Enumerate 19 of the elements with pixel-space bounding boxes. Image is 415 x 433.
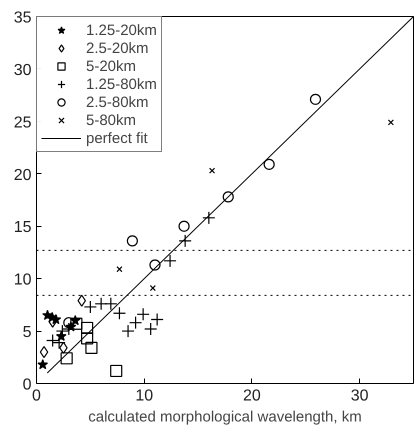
y-tick-label: 30 [14,62,32,79]
x-tick-label: 10 [135,388,154,404]
legend-label: perfect fit [86,129,148,147]
y-tick-label: 10 [14,272,32,289]
legend-label: 2.5-20km [86,39,149,57]
x-tick-label: 30 [350,388,369,404]
y-tick-label: 35 [14,10,32,26]
x-tick-label: 20 [243,388,261,404]
legend-label: 5-80km [86,111,136,129]
legend-label: 2.5-80km [86,93,149,111]
y-tick-label: 25 [14,114,32,132]
legend-label: 1.25-80km [86,75,157,93]
y-tick-label: 5 [22,324,32,342]
legend-label: 5-20km [86,57,136,75]
x-axis-title: calculated morphological wavelength, km [88,408,362,426]
y-tick-label: 0 [22,376,32,394]
y-tick-label: 15 [14,219,32,236]
legend-label: 1.25-20km [86,21,157,39]
y-tick-label: 20 [14,166,32,184]
